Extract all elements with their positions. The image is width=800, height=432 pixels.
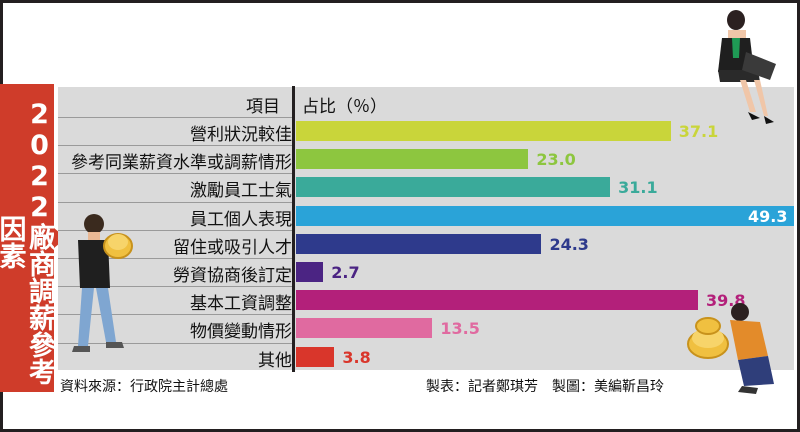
bar	[296, 346, 335, 367]
row-divider	[58, 173, 292, 175]
chart-title: 2022廠商調薪參考因素	[0, 99, 55, 385]
bar	[296, 290, 699, 311]
woman-pushing-coins-icon	[687, 303, 774, 394]
businesswoman-laptop-icon	[718, 10, 776, 124]
row-divider	[58, 145, 292, 147]
category-label: 物價變動情形	[190, 322, 292, 343]
data-label: 13.5	[440, 319, 480, 339]
data-label: 49.3	[748, 206, 788, 226]
category-label: 基本工資調整	[190, 294, 292, 315]
bar	[296, 318, 433, 339]
bar	[296, 149, 529, 170]
bar	[296, 262, 324, 282]
category-label: 員工個人表現	[190, 209, 292, 230]
category-label: 營利狀況較佳	[190, 125, 292, 145]
bar	[296, 205, 794, 226]
title-bar	[0, 84, 54, 392]
category-label: 激勵員工士氣	[190, 181, 292, 202]
row-divider	[58, 117, 292, 118]
man-carrying-coins-icon	[72, 214, 133, 352]
bar	[296, 233, 542, 254]
row-divider	[58, 258, 292, 259]
row-divider	[58, 342, 292, 344]
category-label: 留住或吸引人才	[173, 237, 292, 258]
data-label: 37.1	[678, 122, 719, 141]
category-label: 參考同業薪資水準或調薪情形	[71, 153, 292, 174]
data-label: 31.1	[618, 178, 658, 198]
axis-divider	[292, 86, 295, 372]
source-note: 資料來源：行政院主計總處	[60, 379, 228, 395]
data-label: 24.3	[549, 234, 589, 254]
row-divider	[58, 229, 292, 231]
category-label: 其他	[258, 350, 292, 371]
data-label: 3.8	[342, 347, 371, 367]
data-label: 2.7	[331, 263, 360, 282]
row-divider	[58, 201, 292, 203]
row-divider	[58, 286, 292, 288]
row-divider	[58, 314, 292, 316]
category-header: 項目	[246, 97, 280, 117]
bar	[296, 177, 611, 198]
value-header: 占比（％）	[302, 97, 387, 117]
bar	[296, 121, 671, 141]
category-label: 勞資協商後訂定	[173, 266, 292, 286]
data-label: 23.0	[536, 150, 576, 170]
credits-note: 製表：記者鄭琪芳 製圖：美編靳昌玲	[426, 379, 664, 395]
